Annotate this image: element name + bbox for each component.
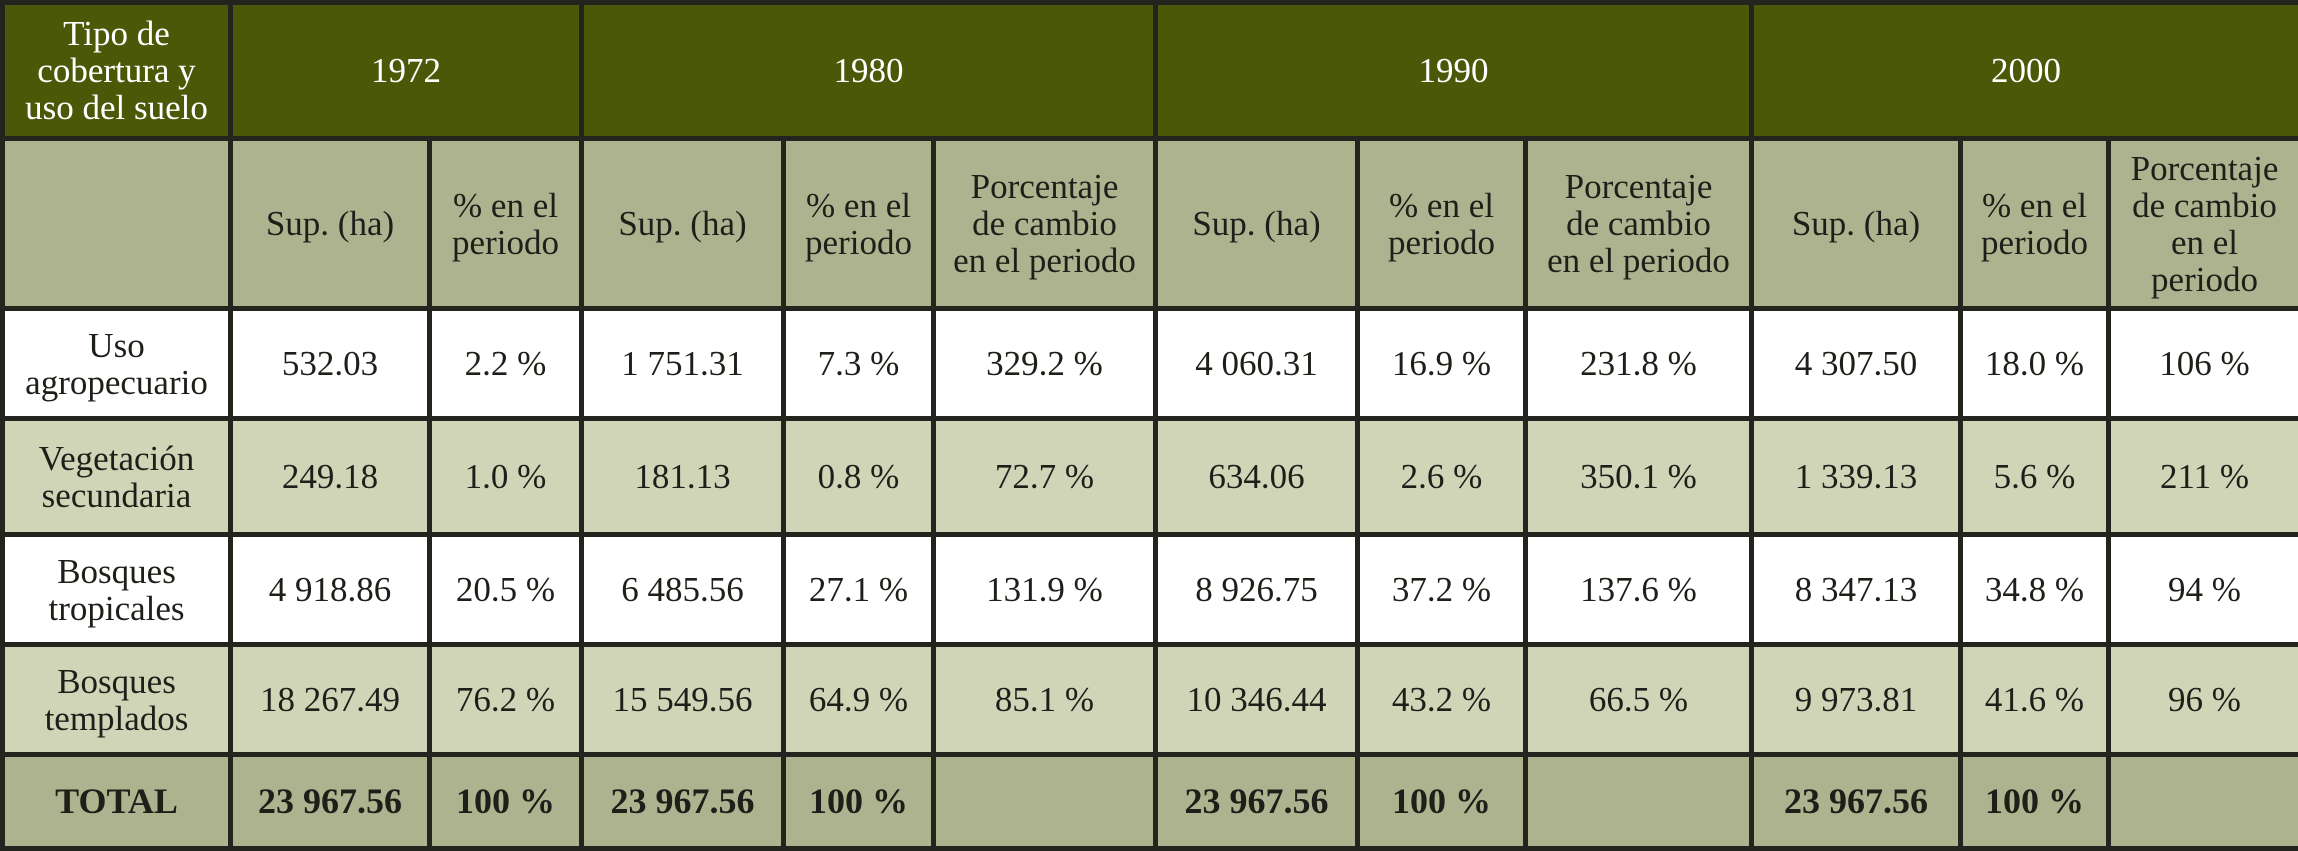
total-sup-1990: 23 967.56 bbox=[1153, 752, 1360, 851]
subheader-pct-1990: % en el periodo bbox=[1355, 136, 1528, 311]
year-header-row: Tipo de cobertura y uso del suelo 1972 1… bbox=[0, 0, 2298, 141]
cell-pct-1980: 0.8 % bbox=[781, 416, 936, 537]
cell-pct-1990: 43.2 % bbox=[1355, 642, 1528, 757]
cell-pct-1990: 37.2 % bbox=[1355, 532, 1528, 647]
table-row: Vegetación secundaria 249.18 1.0 % 181.1… bbox=[0, 416, 2298, 537]
total-pct-1990: 100 % bbox=[1355, 752, 1528, 851]
cell-sup-1990: 634.06 bbox=[1153, 416, 1360, 537]
cell-change-2000: 106 % bbox=[2106, 306, 2298, 421]
cell-sup-2000: 4 307.50 bbox=[1749, 306, 1963, 421]
cell-sup-1972: 249.18 bbox=[228, 416, 432, 537]
row-label: Vegetación secundaria bbox=[0, 416, 233, 537]
land-cover-type-header: Tipo de cobertura y uso del suelo bbox=[0, 0, 233, 141]
cell-sup-1980: 6 485.56 bbox=[579, 532, 786, 647]
subheader-sup-1980: Sup. (ha) bbox=[579, 136, 786, 311]
subheader-change-2000: Porcentaje de cambio en el periodo bbox=[2106, 136, 2298, 311]
subheader-pct-1980: % en el periodo bbox=[781, 136, 936, 311]
cell-sup-1990: 8 926.75 bbox=[1153, 532, 1360, 647]
cell-change-1980: 72.7 % bbox=[931, 416, 1158, 537]
subheader-sup-1990: Sup. (ha) bbox=[1153, 136, 1360, 311]
cell-sup-1972: 532.03 bbox=[228, 306, 432, 421]
cell-change-1990: 137.6 % bbox=[1523, 532, 1754, 647]
cell-sup-1972: 4 918.86 bbox=[228, 532, 432, 647]
cell-sup-2000: 8 347.13 bbox=[1749, 532, 1963, 647]
cell-change-1990: 350.1 % bbox=[1523, 416, 1754, 537]
cell-change-2000: 96 % bbox=[2106, 642, 2298, 757]
table-row: Uso agropecuario 532.03 2.2 % 1 751.31 7… bbox=[0, 306, 2298, 421]
row-label: Bosques templados bbox=[0, 642, 233, 757]
cell-pct-2000: 18.0 % bbox=[1958, 306, 2111, 421]
subheader-sup-2000: Sup. (ha) bbox=[1749, 136, 1963, 311]
subheader-change-1980: Porcentaje de cambio en el periodo bbox=[931, 136, 1158, 311]
cell-sup-2000: 9 973.81 bbox=[1749, 642, 1963, 757]
year-header-1980: 1980 bbox=[579, 0, 1158, 141]
subheader-empty-cell bbox=[0, 136, 233, 311]
cell-pct-1980: 64.9 % bbox=[781, 642, 936, 757]
total-pct-1972: 100 % bbox=[427, 752, 584, 851]
subheader-pct-1972: % en el periodo bbox=[427, 136, 584, 311]
subheader-change-1990: Porcentaje de cambio en el periodo bbox=[1523, 136, 1754, 311]
cell-pct-1972: 2.2 % bbox=[427, 306, 584, 421]
cell-sup-1980: 181.13 bbox=[579, 416, 786, 537]
cell-pct-1972: 20.5 % bbox=[427, 532, 584, 647]
total-change-1990-empty bbox=[1523, 752, 1754, 851]
total-pct-2000: 100 % bbox=[1958, 752, 2111, 851]
table-row: Bosques templados 18 267.49 76.2 % 15 54… bbox=[0, 642, 2298, 757]
cell-sup-1980: 15 549.56 bbox=[579, 642, 786, 757]
cell-sup-1990: 4 060.31 bbox=[1153, 306, 1360, 421]
total-label: TOTAL bbox=[0, 752, 233, 851]
cell-pct-2000: 34.8 % bbox=[1958, 532, 2111, 647]
total-change-1980-empty bbox=[931, 752, 1158, 851]
cell-sup-1980: 1 751.31 bbox=[579, 306, 786, 421]
cell-pct-1990: 2.6 % bbox=[1355, 416, 1528, 537]
cell-change-1990: 231.8 % bbox=[1523, 306, 1754, 421]
cell-sup-1972: 18 267.49 bbox=[228, 642, 432, 757]
cell-pct-1972: 76.2 % bbox=[427, 642, 584, 757]
cell-change-1980: 131.9 % bbox=[931, 532, 1158, 647]
subheader-sup-1972: Sup. (ha) bbox=[228, 136, 432, 311]
cell-pct-1980: 7.3 % bbox=[781, 306, 936, 421]
cell-pct-1990: 16.9 % bbox=[1355, 306, 1528, 421]
cell-change-2000: 94 % bbox=[2106, 532, 2298, 647]
table-row: Bosques tropicales 4 918.86 20.5 % 6 485… bbox=[0, 532, 2298, 647]
total-row: TOTAL 23 967.56 100 % 23 967.56 100 % 23… bbox=[0, 752, 2298, 851]
year-header-2000: 2000 bbox=[1749, 0, 2298, 141]
cell-pct-1980: 27.1 % bbox=[781, 532, 936, 647]
year-header-1990: 1990 bbox=[1153, 0, 1754, 141]
cell-pct-2000: 5.6 % bbox=[1958, 416, 2111, 537]
subheader-pct-2000: % en el periodo bbox=[1958, 136, 2111, 311]
row-label: Bosques tropicales bbox=[0, 532, 233, 647]
cell-change-1990: 66.5 % bbox=[1523, 642, 1754, 757]
total-change-2000-empty bbox=[2106, 752, 2298, 851]
year-header-1972: 1972 bbox=[228, 0, 584, 141]
cell-sup-1990: 10 346.44 bbox=[1153, 642, 1360, 757]
cell-change-1980: 329.2 % bbox=[931, 306, 1158, 421]
total-sup-1972: 23 967.56 bbox=[228, 752, 432, 851]
cell-change-1980: 85.1 % bbox=[931, 642, 1158, 757]
total-sup-2000: 23 967.56 bbox=[1749, 752, 1963, 851]
cell-pct-1972: 1.0 % bbox=[427, 416, 584, 537]
cell-pct-2000: 41.6 % bbox=[1958, 642, 2111, 757]
total-pct-1980: 100 % bbox=[781, 752, 936, 851]
total-sup-1980: 23 967.56 bbox=[579, 752, 786, 851]
cell-change-2000: 211 % bbox=[2106, 416, 2298, 537]
subheader-row: Sup. (ha) % en el periodo Sup. (ha) % en… bbox=[0, 136, 2298, 311]
row-label: Uso agropecuario bbox=[0, 306, 233, 421]
cell-sup-2000: 1 339.13 bbox=[1749, 416, 1963, 537]
